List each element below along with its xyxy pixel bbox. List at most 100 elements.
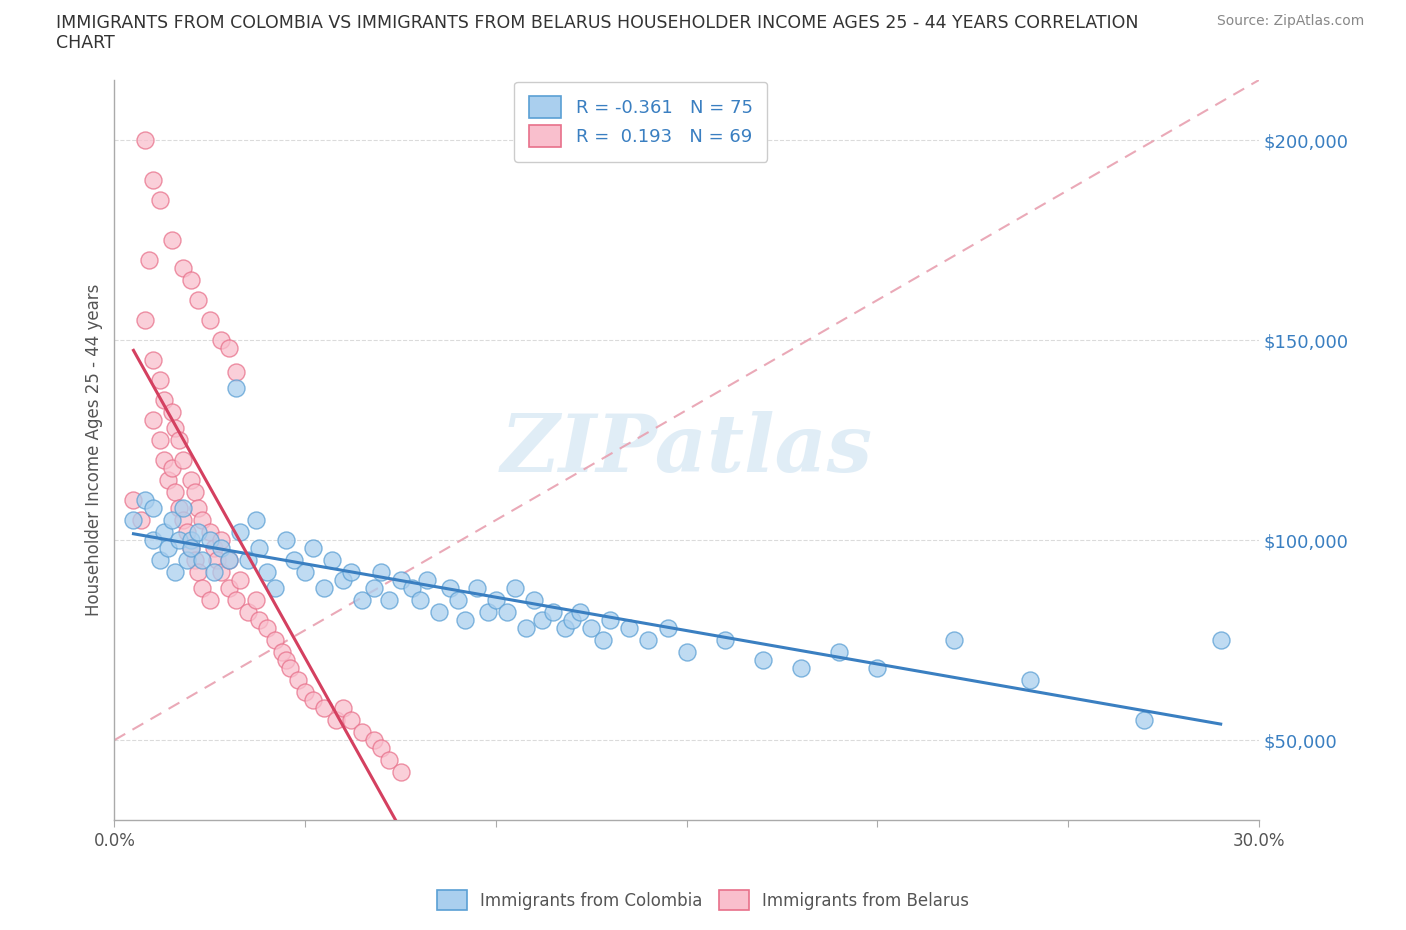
Point xyxy=(225,592,247,607)
Point xyxy=(134,312,156,327)
Point xyxy=(301,540,323,555)
Point xyxy=(180,533,202,548)
Point xyxy=(142,413,165,428)
Point xyxy=(165,420,187,435)
Point xyxy=(142,500,165,515)
Point xyxy=(180,472,202,487)
Point xyxy=(675,644,697,659)
Point xyxy=(191,580,214,595)
Point xyxy=(1209,632,1232,647)
Point xyxy=(134,133,156,148)
Text: Source: ZipAtlas.com: Source: ZipAtlas.com xyxy=(1216,14,1364,28)
Point xyxy=(619,620,641,635)
Text: CHART: CHART xyxy=(56,34,115,52)
Point xyxy=(325,712,347,727)
Point xyxy=(187,293,209,308)
Point xyxy=(568,604,591,619)
Point xyxy=(183,552,205,567)
Point xyxy=(554,620,576,635)
Point xyxy=(530,613,553,628)
Point xyxy=(229,573,252,588)
Point xyxy=(191,512,214,527)
Point xyxy=(713,632,735,647)
Point xyxy=(153,392,176,407)
Legend: R = -0.361   N = 75, R =  0.193   N = 69: R = -0.361 N = 75, R = 0.193 N = 69 xyxy=(515,82,768,162)
Point xyxy=(332,573,354,588)
Point xyxy=(153,453,176,468)
Point xyxy=(142,352,165,367)
Point xyxy=(198,592,221,607)
Point xyxy=(122,493,145,508)
Point xyxy=(156,540,179,555)
Point xyxy=(202,565,225,579)
Point xyxy=(287,672,309,687)
Point xyxy=(245,592,267,607)
Point xyxy=(408,592,430,607)
Point xyxy=(191,552,214,567)
Point xyxy=(160,405,183,419)
Point xyxy=(142,173,165,188)
Point xyxy=(828,644,851,659)
Point xyxy=(209,333,232,348)
Point xyxy=(378,752,401,767)
Point xyxy=(294,565,316,579)
Text: ZIPatlas: ZIPatlas xyxy=(501,411,873,489)
Point xyxy=(503,580,526,595)
Point xyxy=(180,272,202,287)
Point xyxy=(172,260,194,275)
Point xyxy=(149,373,172,388)
Point xyxy=(138,253,160,268)
Point xyxy=(149,432,172,447)
Point xyxy=(247,613,270,628)
Point xyxy=(236,552,259,567)
Point xyxy=(122,512,145,527)
Point xyxy=(274,533,297,548)
Point xyxy=(160,460,183,475)
Point xyxy=(247,540,270,555)
Point xyxy=(294,684,316,699)
Point xyxy=(1019,672,1042,687)
Point xyxy=(176,525,198,539)
Point xyxy=(207,552,229,567)
Point xyxy=(263,580,285,595)
Point xyxy=(149,193,172,207)
Point xyxy=(378,592,401,607)
Point xyxy=(271,644,294,659)
Point xyxy=(153,525,176,539)
Point xyxy=(314,580,336,595)
Point xyxy=(218,552,240,567)
Point xyxy=(283,552,305,567)
Point xyxy=(225,365,247,379)
Point xyxy=(401,580,423,595)
Point xyxy=(165,485,187,499)
Point xyxy=(209,540,232,555)
Point xyxy=(465,580,488,595)
Point xyxy=(657,620,679,635)
Point xyxy=(245,512,267,527)
Point xyxy=(340,712,363,727)
Point xyxy=(515,620,537,635)
Point xyxy=(1133,712,1156,727)
Point xyxy=(167,533,190,548)
Point xyxy=(160,232,183,247)
Point xyxy=(256,620,278,635)
Point xyxy=(541,604,564,619)
Point xyxy=(416,573,439,588)
Point xyxy=(477,604,499,619)
Point xyxy=(180,540,202,555)
Point xyxy=(176,552,198,567)
Point xyxy=(321,552,343,567)
Point xyxy=(389,764,412,779)
Point xyxy=(198,312,221,327)
Point xyxy=(637,632,659,647)
Point xyxy=(236,604,259,619)
Point xyxy=(454,613,477,628)
Point xyxy=(256,565,278,579)
Point xyxy=(352,592,374,607)
Point xyxy=(278,660,301,675)
Point xyxy=(581,620,603,635)
Point xyxy=(225,380,247,395)
Point xyxy=(202,540,225,555)
Point xyxy=(129,512,152,527)
Point xyxy=(439,580,461,595)
